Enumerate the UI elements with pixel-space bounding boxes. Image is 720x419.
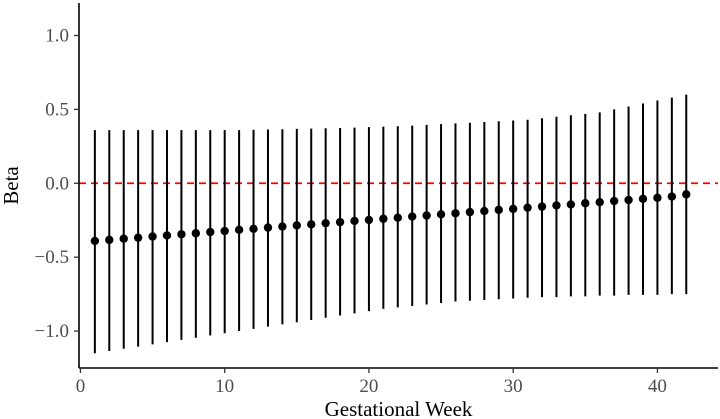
data-point (523, 203, 532, 212)
data-point (638, 194, 648, 203)
data-point (321, 218, 330, 228)
y-axis: −1.0 −0.5 0.0 0.5 1.0 (35, 26, 79, 342)
y-tick-label: 0.0 (45, 173, 69, 194)
data-point (105, 235, 114, 245)
x-tick-label: 0 (76, 376, 86, 397)
data-point (263, 223, 273, 232)
plot-area (79, 94, 718, 354)
data-point (162, 231, 172, 240)
data-point (148, 232, 157, 241)
data-point (90, 236, 100, 246)
data-point (624, 195, 633, 205)
data-point (133, 233, 143, 242)
data-point (379, 214, 388, 223)
data-point (667, 192, 677, 201)
x-tick-label: 10 (215, 376, 234, 397)
x-tick-label: 30 (504, 376, 523, 397)
data-point (552, 201, 561, 210)
y-tick-label: 1.0 (45, 26, 69, 47)
y-tick-label: −1.0 (35, 321, 69, 342)
data-point (234, 225, 244, 235)
data-point (581, 199, 590, 208)
x-tick-label: 20 (359, 376, 378, 397)
data-point (508, 204, 518, 214)
x-axis-title: Gestational Week (325, 397, 473, 419)
y-axis-title: Beta (0, 166, 23, 205)
data-point (609, 196, 619, 206)
data-point (191, 229, 201, 238)
data-point (393, 213, 402, 222)
data-point (249, 224, 258, 233)
data-point (335, 217, 345, 227)
data-point (436, 210, 446, 219)
y-tick-label: 0.5 (45, 99, 69, 120)
data-point (682, 190, 691, 199)
data-point (119, 234, 128, 243)
data-point (465, 207, 475, 217)
data-point (220, 226, 229, 236)
data-point (422, 211, 431, 220)
data-point (408, 212, 417, 221)
data-point (278, 222, 287, 231)
data-point (595, 197, 604, 207)
data-point (307, 220, 316, 229)
data-point (350, 216, 359, 226)
x-tick-label: 40 (648, 376, 667, 397)
data-point (206, 227, 215, 237)
data-point (177, 230, 186, 239)
data-point (292, 221, 302, 230)
y-tick-label: −0.5 (35, 247, 69, 268)
data-point (537, 202, 547, 211)
data-point (494, 205, 503, 215)
data-point (480, 206, 489, 216)
data-point (364, 215, 374, 225)
x-axis: 0 10 20 30 40 (76, 368, 667, 397)
data-point (653, 193, 662, 202)
data-point (566, 200, 576, 209)
data-point (451, 209, 460, 218)
